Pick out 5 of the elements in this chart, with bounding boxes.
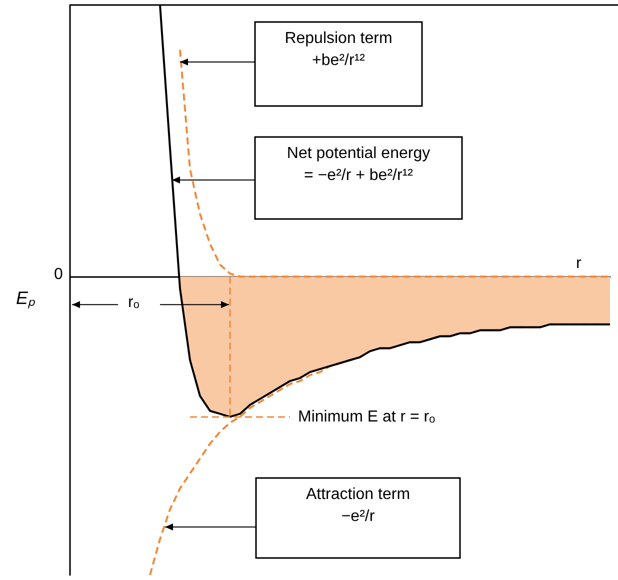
- text: 0: [54, 264, 63, 285]
- ref-line-label: Minimum E at r = rₒ: [298, 408, 436, 426]
- y-axis-title: Eₚ: [16, 286, 36, 309]
- annotation: rₒ: [128, 292, 140, 313]
- x-axis-title: r: [576, 254, 582, 274]
